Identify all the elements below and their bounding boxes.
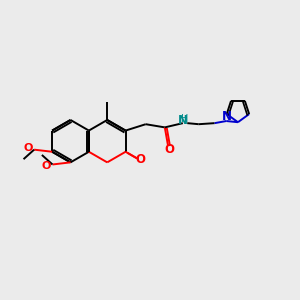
Text: O: O <box>24 143 33 153</box>
Text: H: H <box>182 114 189 124</box>
Text: O: O <box>42 161 51 171</box>
Text: N: N <box>178 114 188 127</box>
Text: O: O <box>164 143 175 156</box>
Text: O: O <box>135 153 146 166</box>
Text: N: N <box>222 110 232 122</box>
